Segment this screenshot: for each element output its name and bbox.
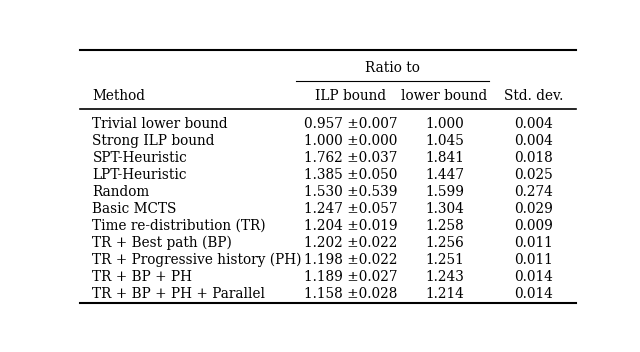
Text: 1.385 ±0.050: 1.385 ±0.050: [303, 168, 397, 182]
Text: Basic MCTS: Basic MCTS: [92, 202, 177, 216]
Text: Std. dev.: Std. dev.: [504, 89, 564, 103]
Text: Trivial lower bound: Trivial lower bound: [92, 117, 228, 131]
Text: 1.214: 1.214: [425, 287, 464, 301]
Text: Time re-distribution (TR): Time re-distribution (TR): [92, 219, 266, 233]
Text: 1.202 ±0.022: 1.202 ±0.022: [303, 236, 397, 250]
Text: 0.029: 0.029: [515, 202, 553, 216]
Text: 1.000: 1.000: [425, 117, 464, 131]
Text: 0.025: 0.025: [515, 168, 553, 182]
Text: 1.256: 1.256: [425, 236, 464, 250]
Text: 0.274: 0.274: [515, 185, 553, 199]
Text: 1.045: 1.045: [425, 134, 464, 147]
Text: TR + BP + PH + Parallel: TR + BP + PH + Parallel: [92, 287, 266, 301]
Text: 1.243: 1.243: [425, 270, 464, 284]
Text: Method: Method: [92, 89, 145, 103]
Text: 0.011: 0.011: [515, 253, 553, 267]
Text: TR + Progressive history (PH): TR + Progressive history (PH): [92, 253, 302, 268]
Text: 1.251: 1.251: [425, 253, 464, 267]
Text: 1.530 ±0.539: 1.530 ±0.539: [303, 185, 397, 199]
Text: 1.198 ±0.022: 1.198 ±0.022: [303, 253, 397, 267]
Text: TR + BP + PH: TR + BP + PH: [92, 270, 193, 284]
Text: ILP bound: ILP bound: [315, 89, 386, 103]
Text: TR + Best path (BP): TR + Best path (BP): [92, 236, 232, 250]
Text: lower bound: lower bound: [401, 89, 488, 103]
Text: 1.158 ±0.028: 1.158 ±0.028: [303, 287, 397, 301]
Text: Random: Random: [92, 185, 150, 199]
Text: 1.599: 1.599: [425, 185, 464, 199]
Text: 0.004: 0.004: [515, 117, 553, 131]
Text: 0.014: 0.014: [515, 270, 553, 284]
Text: 0.014: 0.014: [515, 287, 553, 301]
Text: 1.841: 1.841: [425, 151, 464, 165]
Text: 0.011: 0.011: [515, 236, 553, 250]
Text: 0.018: 0.018: [515, 151, 553, 165]
Text: LPT-Heuristic: LPT-Heuristic: [92, 168, 187, 182]
Text: 0.004: 0.004: [515, 134, 553, 147]
Text: Ratio to: Ratio to: [365, 61, 420, 75]
Text: 1.762 ±0.037: 1.762 ±0.037: [303, 151, 397, 165]
Text: 0.009: 0.009: [515, 219, 553, 233]
Text: 0.957 ±0.007: 0.957 ±0.007: [303, 117, 397, 131]
Text: 1.247 ±0.057: 1.247 ±0.057: [303, 202, 397, 216]
Text: 1.189 ±0.027: 1.189 ±0.027: [303, 270, 397, 284]
Text: 1.258: 1.258: [425, 219, 464, 233]
Text: 1.304: 1.304: [425, 202, 464, 216]
Text: Strong ILP bound: Strong ILP bound: [92, 134, 215, 147]
Text: SPT-Heuristic: SPT-Heuristic: [92, 151, 187, 165]
Text: 1.204 ±0.019: 1.204 ±0.019: [303, 219, 397, 233]
Text: 1.447: 1.447: [425, 168, 464, 182]
Text: 1.000 ±0.000: 1.000 ±0.000: [303, 134, 397, 147]
